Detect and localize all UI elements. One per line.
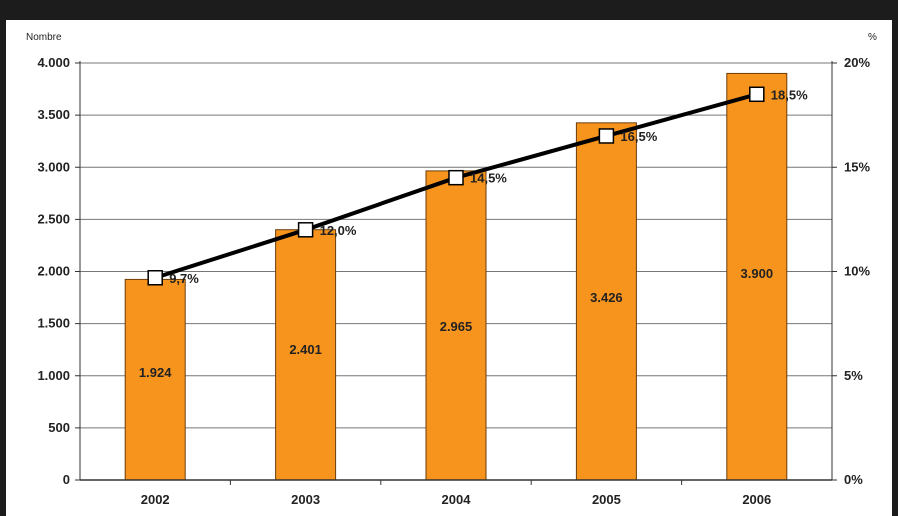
- percentage-label: 14,5%: [470, 171, 507, 186]
- bar-value-label: 1.924: [139, 365, 172, 380]
- line-marker: [749, 86, 765, 103]
- bar: [124, 278, 186, 481]
- chart-panel: 0 500 1.000 1.500 2.000 2.500 3.000 3.500 4.000 0…: [6, 20, 892, 516]
- y-tick-label: 1.500: [37, 316, 70, 331]
- y-tick-label: 3.500: [37, 107, 70, 122]
- y2-tick-label: 5%: [844, 368, 863, 383]
- bar-value-label: 3.900: [741, 266, 774, 281]
- y-tick-label: 0: [63, 472, 70, 487]
- y2-tick-label: 0%: [844, 472, 863, 487]
- bar-value-label: 3.426: [590, 290, 623, 305]
- y-tick-label: 1.000: [37, 368, 70, 383]
- x-tick-label: 2005: [592, 492, 621, 507]
- y2-tick-label: 15%: [844, 159, 870, 174]
- bar-value-label: 2.965: [440, 319, 473, 334]
- percentage-label: 9,7%: [169, 271, 199, 286]
- line-marker: [448, 169, 464, 186]
- y2-tick-label: 10%: [844, 264, 870, 279]
- percentage-label: 16,5%: [620, 129, 657, 144]
- y-axis-title: Nombre: [26, 32, 62, 43]
- percentage-label: 12,0%: [320, 223, 357, 238]
- line-marker: [598, 128, 615, 144]
- bar: [275, 229, 337, 481]
- x-tick-label: 2002: [141, 492, 170, 507]
- x-tick-label: 2006: [742, 492, 771, 507]
- y2-tick-label: 20%: [844, 55, 870, 70]
- bar: [726, 72, 788, 481]
- line-marker: [297, 222, 314, 238]
- y-tick-label: 2.500: [37, 211, 70, 226]
- line-marker: [147, 270, 163, 286]
- y2-axis-title: %: [868, 32, 877, 43]
- y-tick-label: 4.000: [37, 55, 70, 70]
- bar-value-label: 2.401: [289, 342, 322, 357]
- y-tick-label: 500: [48, 420, 70, 435]
- y-tick-label: 2.000: [37, 264, 70, 279]
- combo-chart: 0 500 1.000 1.500 2.000 2.500 3.000 3.500 4.000 0…: [26, 32, 877, 507]
- x-tick-label: 2003: [291, 492, 320, 507]
- x-tick-label: 2004: [442, 492, 472, 507]
- bar: [575, 122, 637, 481]
- percentage-label: 18,5%: [771, 87, 808, 102]
- y-tick-label: 3.000: [37, 159, 70, 174]
